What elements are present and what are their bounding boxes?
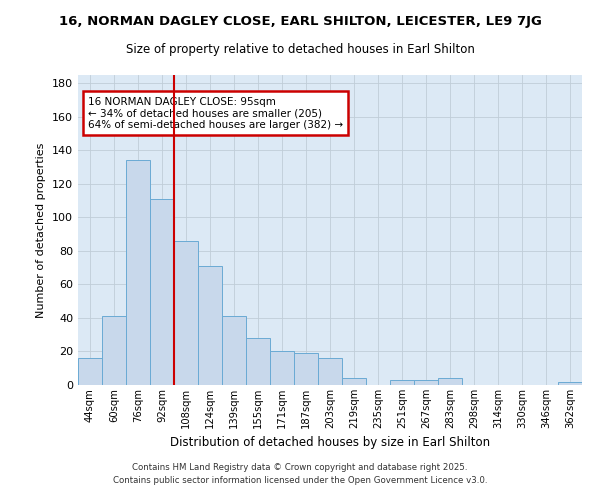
Bar	[342, 378, 366, 385]
Bar	[294, 353, 318, 385]
X-axis label: Distribution of detached houses by size in Earl Shilton: Distribution of detached houses by size …	[170, 436, 490, 450]
Bar	[270, 352, 294, 385]
Text: Contains public sector information licensed under the Open Government Licence v3: Contains public sector information licen…	[113, 476, 487, 485]
Y-axis label: Number of detached properties: Number of detached properties	[37, 142, 46, 318]
Text: Size of property relative to detached houses in Earl Shilton: Size of property relative to detached ho…	[125, 42, 475, 56]
Bar	[126, 160, 150, 385]
Bar	[438, 378, 462, 385]
Bar	[198, 266, 222, 385]
Bar	[318, 358, 342, 385]
Bar	[78, 358, 102, 385]
Bar	[174, 241, 198, 385]
Text: 16 NORMAN DAGLEY CLOSE: 95sqm
← 34% of detached houses are smaller (205)
64% of : 16 NORMAN DAGLEY CLOSE: 95sqm ← 34% of d…	[88, 96, 343, 130]
Bar	[222, 316, 246, 385]
Bar	[102, 316, 126, 385]
Bar	[558, 382, 582, 385]
Bar	[414, 380, 438, 385]
Bar	[390, 380, 414, 385]
Text: Contains HM Land Registry data © Crown copyright and database right 2025.: Contains HM Land Registry data © Crown c…	[132, 464, 468, 472]
Bar	[150, 199, 174, 385]
Text: 16, NORMAN DAGLEY CLOSE, EARL SHILTON, LEICESTER, LE9 7JG: 16, NORMAN DAGLEY CLOSE, EARL SHILTON, L…	[59, 15, 541, 28]
Bar	[246, 338, 270, 385]
